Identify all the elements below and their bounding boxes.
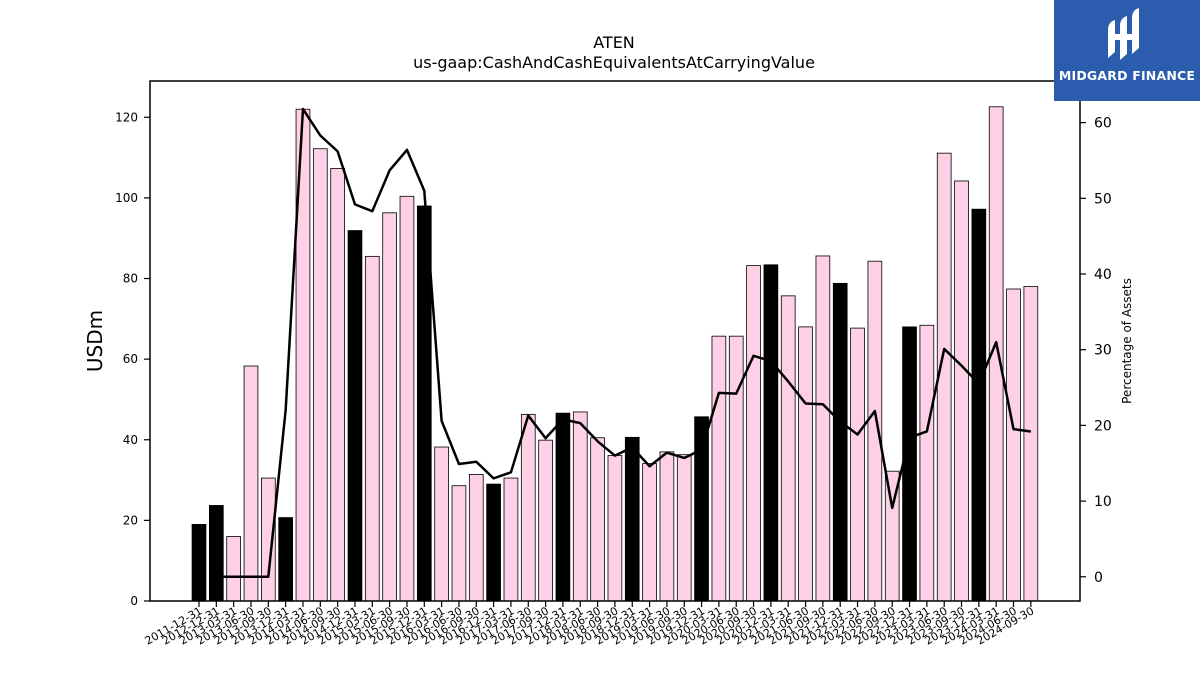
bar-2020-09-30: [746, 265, 761, 602]
y-tick-label: 20: [123, 513, 138, 527]
bar-2016-03-31: [434, 446, 449, 602]
y-tick-label: 80: [123, 272, 138, 286]
y-tick-label: 40: [123, 433, 138, 447]
percentage-line: [216, 107, 1032, 579]
bar-2020-06-30: [728, 335, 744, 602]
midgard-finance-logo: MIDGARD FINANCE: [1054, 0, 1200, 101]
bar-2019-06-30: [659, 451, 675, 602]
y2-tick-label: 30: [1094, 343, 1112, 359]
bar-2019-12-31: [694, 416, 709, 602]
bar-2011-12-31: [191, 524, 207, 602]
bar-2023-09-30: [954, 180, 969, 602]
y-axis-label: USDm: [83, 310, 107, 372]
bar-2014-09-30: [330, 168, 345, 602]
bar-2013-12-31: [278, 517, 293, 602]
bar-2016-06-30: [451, 485, 467, 602]
bar-2019-09-30: [676, 454, 692, 602]
bar-2015-09-30: [399, 195, 415, 602]
bar-2015-03-31: [364, 255, 380, 602]
bar-2017-09-30: [538, 439, 553, 602]
bar-2022-12-31: [902, 326, 917, 602]
y2-tick-label: 40: [1094, 267, 1112, 283]
y-tick-label: 60: [123, 352, 138, 366]
bar-2018-06-30: [590, 437, 605, 602]
bar-2023-12-31: [971, 208, 987, 602]
bar-2019-03-31: [642, 463, 657, 602]
bar-2024-06-30: [1006, 288, 1021, 602]
bar-2023-03-31: [919, 324, 935, 602]
bar-2021-06-30: [798, 326, 813, 602]
left-axis: 0 20 40 60 80 100 120: [115, 110, 150, 608]
bar-2024-09-30: [1023, 286, 1039, 602]
chart-subtitle: us-gaap:CashAndCashEquivalentsAtCarrying…: [413, 53, 815, 72]
logo-text: MIDGARD FINANCE: [1058, 68, 1196, 83]
y2-tick-label: 50: [1094, 191, 1112, 207]
bars-layer: [191, 106, 1039, 602]
x-axis: 2011-12-312012-12-312013-03-312013-06-30…: [143, 601, 1036, 648]
bar-2017-12-31: [555, 412, 571, 602]
y2-tick-label: 20: [1094, 418, 1112, 434]
y-tick-label: 0: [130, 594, 138, 608]
y-tick-label: 100: [115, 191, 138, 205]
bar-2015-06-30: [382, 212, 397, 602]
bar-2018-12-31: [624, 436, 640, 602]
bar-2020-12-31: [763, 264, 779, 602]
bar-2021-12-31: [832, 282, 848, 602]
bar-2013-06-30: [243, 365, 259, 602]
bar-2018-03-31: [572, 411, 588, 602]
bar-2016-09-30: [468, 474, 484, 602]
bar-2012-12-31: [208, 505, 224, 602]
bar-2021-09-30: [815, 255, 831, 602]
chart-title: ATEN: [593, 33, 635, 52]
y2-tick-label: 0: [1094, 570, 1103, 586]
bar-2018-09-30: [607, 455, 623, 602]
bar-2014-12-31: [347, 230, 363, 602]
bar-2014-06-30: [312, 148, 328, 602]
y2-tick-label: 10: [1094, 494, 1112, 510]
bar-2021-03-31: [780, 295, 796, 602]
y2-tick-label: 60: [1094, 116, 1112, 132]
bar-2022-03-31: [850, 327, 865, 602]
y2-axis-label: Percentage of Assets: [1120, 278, 1134, 404]
right-axis: 0 10 20 30 40 50 60: [1080, 116, 1112, 586]
bar-2013-03-31: [226, 536, 241, 602]
logo-mark-icon: [1108, 8, 1139, 60]
y-tick-label: 120: [115, 110, 138, 124]
bar-2016-12-31: [486, 483, 501, 602]
bar-2020-03-31: [711, 335, 727, 602]
bar-2017-06-30: [520, 413, 536, 602]
bar-2017-03-31: [503, 477, 519, 602]
